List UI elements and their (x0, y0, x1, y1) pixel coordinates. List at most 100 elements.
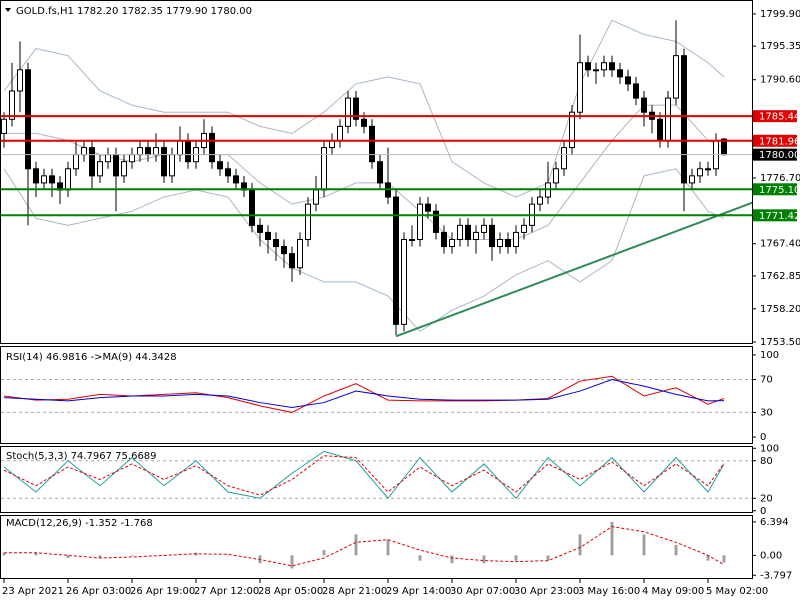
candle-body (393, 196, 399, 325)
candle-body (641, 97, 647, 113)
histogram-bar (2, 552, 6, 556)
candle-body (569, 111, 575, 149)
candle-body (473, 231, 479, 240)
histogram-bar (722, 555, 726, 563)
candle-body (249, 189, 255, 226)
indicator-line (3, 375, 725, 413)
y-tick-label: 1753.50 (760, 337, 800, 348)
candle-body (65, 168, 71, 191)
price-box-label: 1780.00 (759, 150, 800, 161)
candle-body (689, 175, 695, 184)
y-tick-label: 30 (760, 407, 773, 418)
candle-body (169, 154, 175, 177)
price-box (753, 183, 797, 196)
x-tick-label: 29 Apr 14:00 (386, 586, 451, 597)
candle-body (361, 118, 367, 127)
histogram-bar (482, 555, 486, 564)
candle-body (401, 238, 407, 325)
histogram-bar (706, 555, 710, 561)
y-tick-label: 1790.60 (760, 75, 800, 86)
candle-body (553, 168, 559, 184)
macd-panel (0, 515, 753, 579)
y-tick-label: -3.797 (760, 570, 792, 581)
y-tick-label: 1758.20 (760, 304, 800, 315)
trendline (395, 201, 752, 338)
candle-body (33, 168, 39, 184)
candle-body (497, 238, 503, 248)
y-tick-label: 6.394 (760, 517, 789, 528)
price-box-label: 1771.42 (759, 211, 800, 222)
x-tick-label: 3 May 16:00 (578, 586, 640, 597)
y-tick-label: 1795.35 (760, 41, 800, 52)
histogram-bar (450, 555, 454, 564)
histogram-bar (98, 555, 102, 558)
candle-body (185, 140, 191, 163)
candle-body (521, 224, 527, 233)
chart-title: GOLD.fs,H1 1782.20 1782.35 1779.90 1780.… (16, 6, 252, 17)
y-tick-label: 0.00 (760, 550, 782, 561)
candle-body (617, 69, 623, 78)
candle-body (409, 238, 415, 241)
y-tick-label: 80 (760, 456, 773, 467)
candle-body (505, 238, 511, 248)
candle-body (457, 224, 463, 240)
candle-body (1, 118, 7, 134)
indicator-line (4, 526, 725, 567)
bollinger-middle (4, 104, 725, 240)
candle-body (697, 168, 703, 177)
bollinger-lower (3, 168, 725, 333)
stoch-panel (0, 446, 753, 513)
candle-body (257, 224, 263, 233)
candle-body (97, 161, 103, 177)
candle-body (81, 147, 87, 156)
candle-body (681, 55, 687, 184)
histogram-bar (34, 552, 38, 556)
candle-body (449, 238, 455, 248)
candle-body (377, 161, 383, 184)
histogram-bar (642, 534, 646, 556)
histogram-bar (578, 534, 582, 556)
candle-body (417, 203, 423, 240)
histogram-bar (66, 555, 70, 558)
candle-body (513, 231, 519, 248)
candle-body (313, 189, 319, 205)
candle-body (121, 161, 127, 177)
y-tick-label: 1762.85 (760, 271, 800, 282)
candle-body (105, 154, 111, 163)
candle-body (657, 118, 663, 142)
candle-body (209, 132, 215, 163)
x-tick-label: 26 Apr 19:00 (130, 586, 195, 597)
y-tick-label: 100 (760, 350, 779, 361)
candle-body (161, 147, 167, 177)
candle-body (561, 147, 567, 170)
candle-body (177, 140, 183, 156)
candle-body (577, 62, 583, 113)
candle-body (601, 62, 607, 71)
candle-body (673, 55, 679, 99)
candle-body (337, 125, 343, 142)
candle-body (489, 224, 495, 248)
candle-body (369, 125, 375, 163)
candle-body (129, 154, 135, 163)
candle-body (145, 147, 151, 156)
histogram-bar (386, 539, 390, 556)
price-box-label: 1785.44 (759, 112, 800, 123)
candle-body (441, 231, 447, 248)
y-tick-label: 100 (760, 443, 779, 454)
price-box-label: 1781.96 (759, 136, 800, 147)
candle-body (89, 147, 95, 177)
histogram-bar (418, 555, 422, 561)
candle-body (281, 246, 287, 255)
histogram-bar (674, 544, 678, 556)
y-tick-label: 0 (760, 432, 766, 443)
candle-body (265, 231, 271, 240)
candle-body (665, 97, 671, 142)
rsi-panel (0, 346, 753, 444)
indicator-line (3, 379, 725, 408)
histogram-bar (322, 550, 326, 556)
candle-body (73, 154, 79, 170)
candle-body (217, 161, 223, 170)
x-tick-label: 27 Apr 12:00 (194, 586, 259, 597)
y-tick-label: 70 (760, 375, 773, 386)
